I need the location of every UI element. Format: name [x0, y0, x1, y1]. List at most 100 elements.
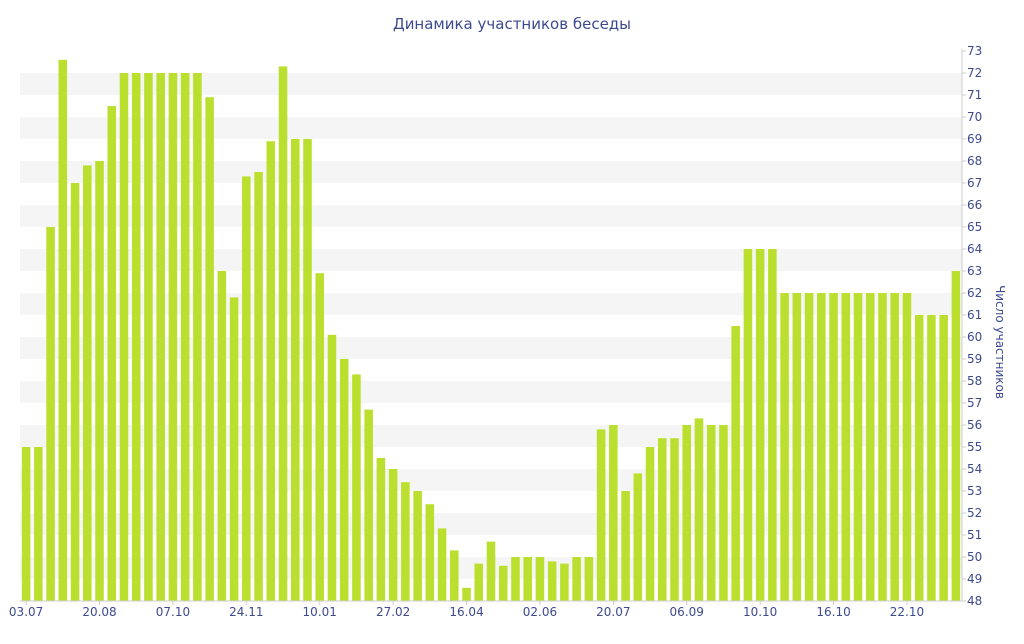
bar[interactable]: [498, 565, 508, 601]
bar[interactable]: [474, 563, 484, 601]
bar[interactable]: [339, 359, 349, 601]
bar[interactable]: [731, 326, 740, 601]
bar[interactable]: [58, 59, 68, 602]
bar[interactable]: [853, 293, 863, 601]
bar[interactable]: [83, 165, 92, 601]
x-tick-label: 07.10: [156, 605, 190, 619]
bar[interactable]: [780, 293, 789, 601]
bar[interactable]: [266, 141, 276, 601]
bar[interactable]: [437, 528, 447, 601]
y-tick-label: 65: [967, 220, 982, 234]
bar[interactable]: [376, 458, 386, 601]
bar[interactable]: [878, 293, 887, 601]
bar[interactable]: [804, 293, 814, 601]
bar-series: [21, 59, 961, 602]
bar[interactable]: [829, 293, 838, 601]
y-tick-label: 55: [967, 440, 982, 454]
bar[interactable]: [890, 293, 899, 601]
bar[interactable]: [572, 557, 581, 601]
bar[interactable]: [131, 73, 141, 601]
bar[interactable]: [462, 587, 471, 601]
bar[interactable]: [902, 293, 912, 601]
bar[interactable]: [229, 297, 239, 601]
bar[interactable]: [315, 273, 325, 601]
bar[interactable]: [584, 557, 594, 601]
bar[interactable]: [682, 425, 692, 601]
bar[interactable]: [657, 438, 667, 601]
y-tick-label: 71: [967, 88, 982, 102]
bar[interactable]: [865, 293, 875, 601]
bar[interactable]: [939, 315, 948, 601]
x-tick-label: 20.08: [82, 605, 116, 619]
bar[interactable]: [792, 293, 802, 601]
grid-band: [20, 73, 962, 95]
bar[interactable]: [364, 409, 373, 601]
bar[interactable]: [205, 97, 214, 601]
bar[interactable]: [621, 491, 630, 601]
bar[interactable]: [817, 293, 826, 601]
bar[interactable]: [914, 315, 924, 601]
bar[interactable]: [327, 334, 337, 601]
bar[interactable]: [119, 73, 129, 601]
bar[interactable]: [633, 473, 643, 601]
y-tick-label: 73: [967, 44, 982, 58]
bar[interactable]: [388, 469, 398, 601]
bar[interactable]: [95, 161, 104, 601]
bar[interactable]: [927, 315, 936, 601]
bar[interactable]: [450, 550, 459, 601]
bar[interactable]: [413, 491, 422, 601]
x-tick-label: 27.02: [376, 605, 410, 619]
bar[interactable]: [951, 271, 961, 601]
y-axis: 48 49 50 51 52 53 54 55 56 57 58 59 60 61 62 63 64 65 66 67…: [961, 44, 982, 608]
bar[interactable]: [706, 425, 716, 601]
bar[interactable]: [486, 541, 496, 601]
bar[interactable]: [425, 504, 435, 601]
bar[interactable]: [523, 557, 532, 601]
bar[interactable]: [168, 73, 178, 601]
bar[interactable]: [719, 425, 728, 601]
bar[interactable]: [352, 374, 361, 601]
grid-band: [20, 117, 962, 139]
bar[interactable]: [242, 176, 251, 601]
bar[interactable]: [303, 139, 312, 601]
x-tick-label: 10.01: [303, 605, 337, 619]
y-tick-label: 64: [967, 242, 982, 256]
bar[interactable]: [560, 563, 569, 601]
bar[interactable]: [694, 418, 704, 601]
bar[interactable]: [46, 227, 55, 601]
bar[interactable]: [217, 271, 227, 601]
y-tick-label: 51: [967, 528, 982, 542]
bar[interactable]: [278, 66, 288, 601]
bar[interactable]: [768, 249, 777, 601]
bar[interactable]: [144, 73, 153, 601]
y-tick-label: 63: [967, 264, 982, 278]
bar[interactable]: [156, 73, 165, 601]
bar[interactable]: [34, 447, 43, 601]
y-tick-label: 48: [967, 594, 982, 608]
bar[interactable]: [596, 429, 606, 601]
y-tick-label: 58: [967, 374, 982, 388]
bar[interactable]: [193, 73, 202, 601]
bar[interactable]: [743, 249, 753, 601]
bar[interactable]: [107, 106, 117, 601]
bar[interactable]: [609, 425, 618, 601]
y-tick-label: 67: [967, 176, 982, 190]
x-tick-label: 20.07: [596, 605, 630, 619]
bar[interactable]: [180, 73, 190, 601]
bar[interactable]: [645, 447, 655, 601]
bar[interactable]: [290, 139, 300, 601]
bar[interactable]: [547, 561, 557, 601]
bar[interactable]: [254, 172, 263, 601]
bar[interactable]: [21, 447, 31, 601]
x-axis: 03.07 20.08 07.10 24.11 10.01 27.02 16.04 02.06…: [9, 600, 962, 619]
bar[interactable]: [535, 557, 545, 601]
bar[interactable]: [511, 557, 520, 601]
bar[interactable]: [670, 438, 679, 601]
bar[interactable]: [755, 249, 765, 601]
bar[interactable]: [401, 482, 410, 601]
bar[interactable]: [70, 183, 80, 601]
x-tick-label: 22.10: [890, 605, 924, 619]
bar[interactable]: [841, 293, 851, 601]
